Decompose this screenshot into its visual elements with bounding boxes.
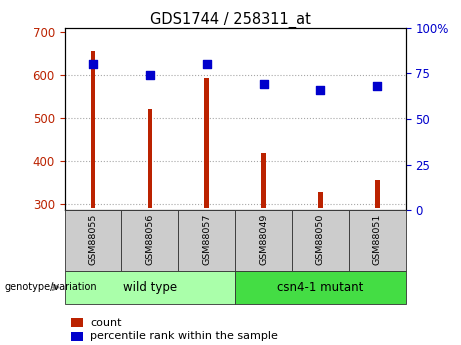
Bar: [235, 271, 406, 304]
Text: GSM88051: GSM88051: [373, 214, 382, 265]
Bar: [375, 180, 379, 208]
Text: GSM88056: GSM88056: [145, 214, 154, 265]
Text: genotype/variation: genotype/variation: [5, 282, 97, 292]
Text: percentile rank within the sample: percentile rank within the sample: [90, 332, 278, 341]
Bar: [121, 210, 178, 271]
Bar: [318, 192, 323, 208]
Bar: [178, 210, 235, 271]
Bar: [65, 271, 235, 304]
Text: GSM88057: GSM88057: [202, 214, 211, 265]
Bar: [148, 109, 152, 208]
Text: count: count: [90, 318, 121, 327]
Bar: [91, 51, 95, 208]
Point: [373, 83, 381, 89]
Point: [317, 87, 324, 92]
Bar: [292, 210, 349, 271]
Point: [260, 81, 267, 87]
Text: wild type: wild type: [123, 281, 177, 294]
Bar: [235, 210, 292, 271]
Text: GSM88049: GSM88049: [259, 214, 268, 265]
Text: csn4-1 mutant: csn4-1 mutant: [277, 281, 364, 294]
Text: GSM88050: GSM88050: [316, 214, 325, 265]
Text: GDS1744 / 258311_at: GDS1744 / 258311_at: [150, 12, 311, 28]
Bar: [204, 78, 209, 208]
Point: [146, 72, 154, 78]
Point: [203, 61, 210, 67]
Bar: [349, 210, 406, 271]
Point: [89, 61, 97, 67]
Bar: [65, 210, 121, 271]
Text: GSM88055: GSM88055: [89, 214, 97, 265]
Bar: [261, 153, 266, 208]
